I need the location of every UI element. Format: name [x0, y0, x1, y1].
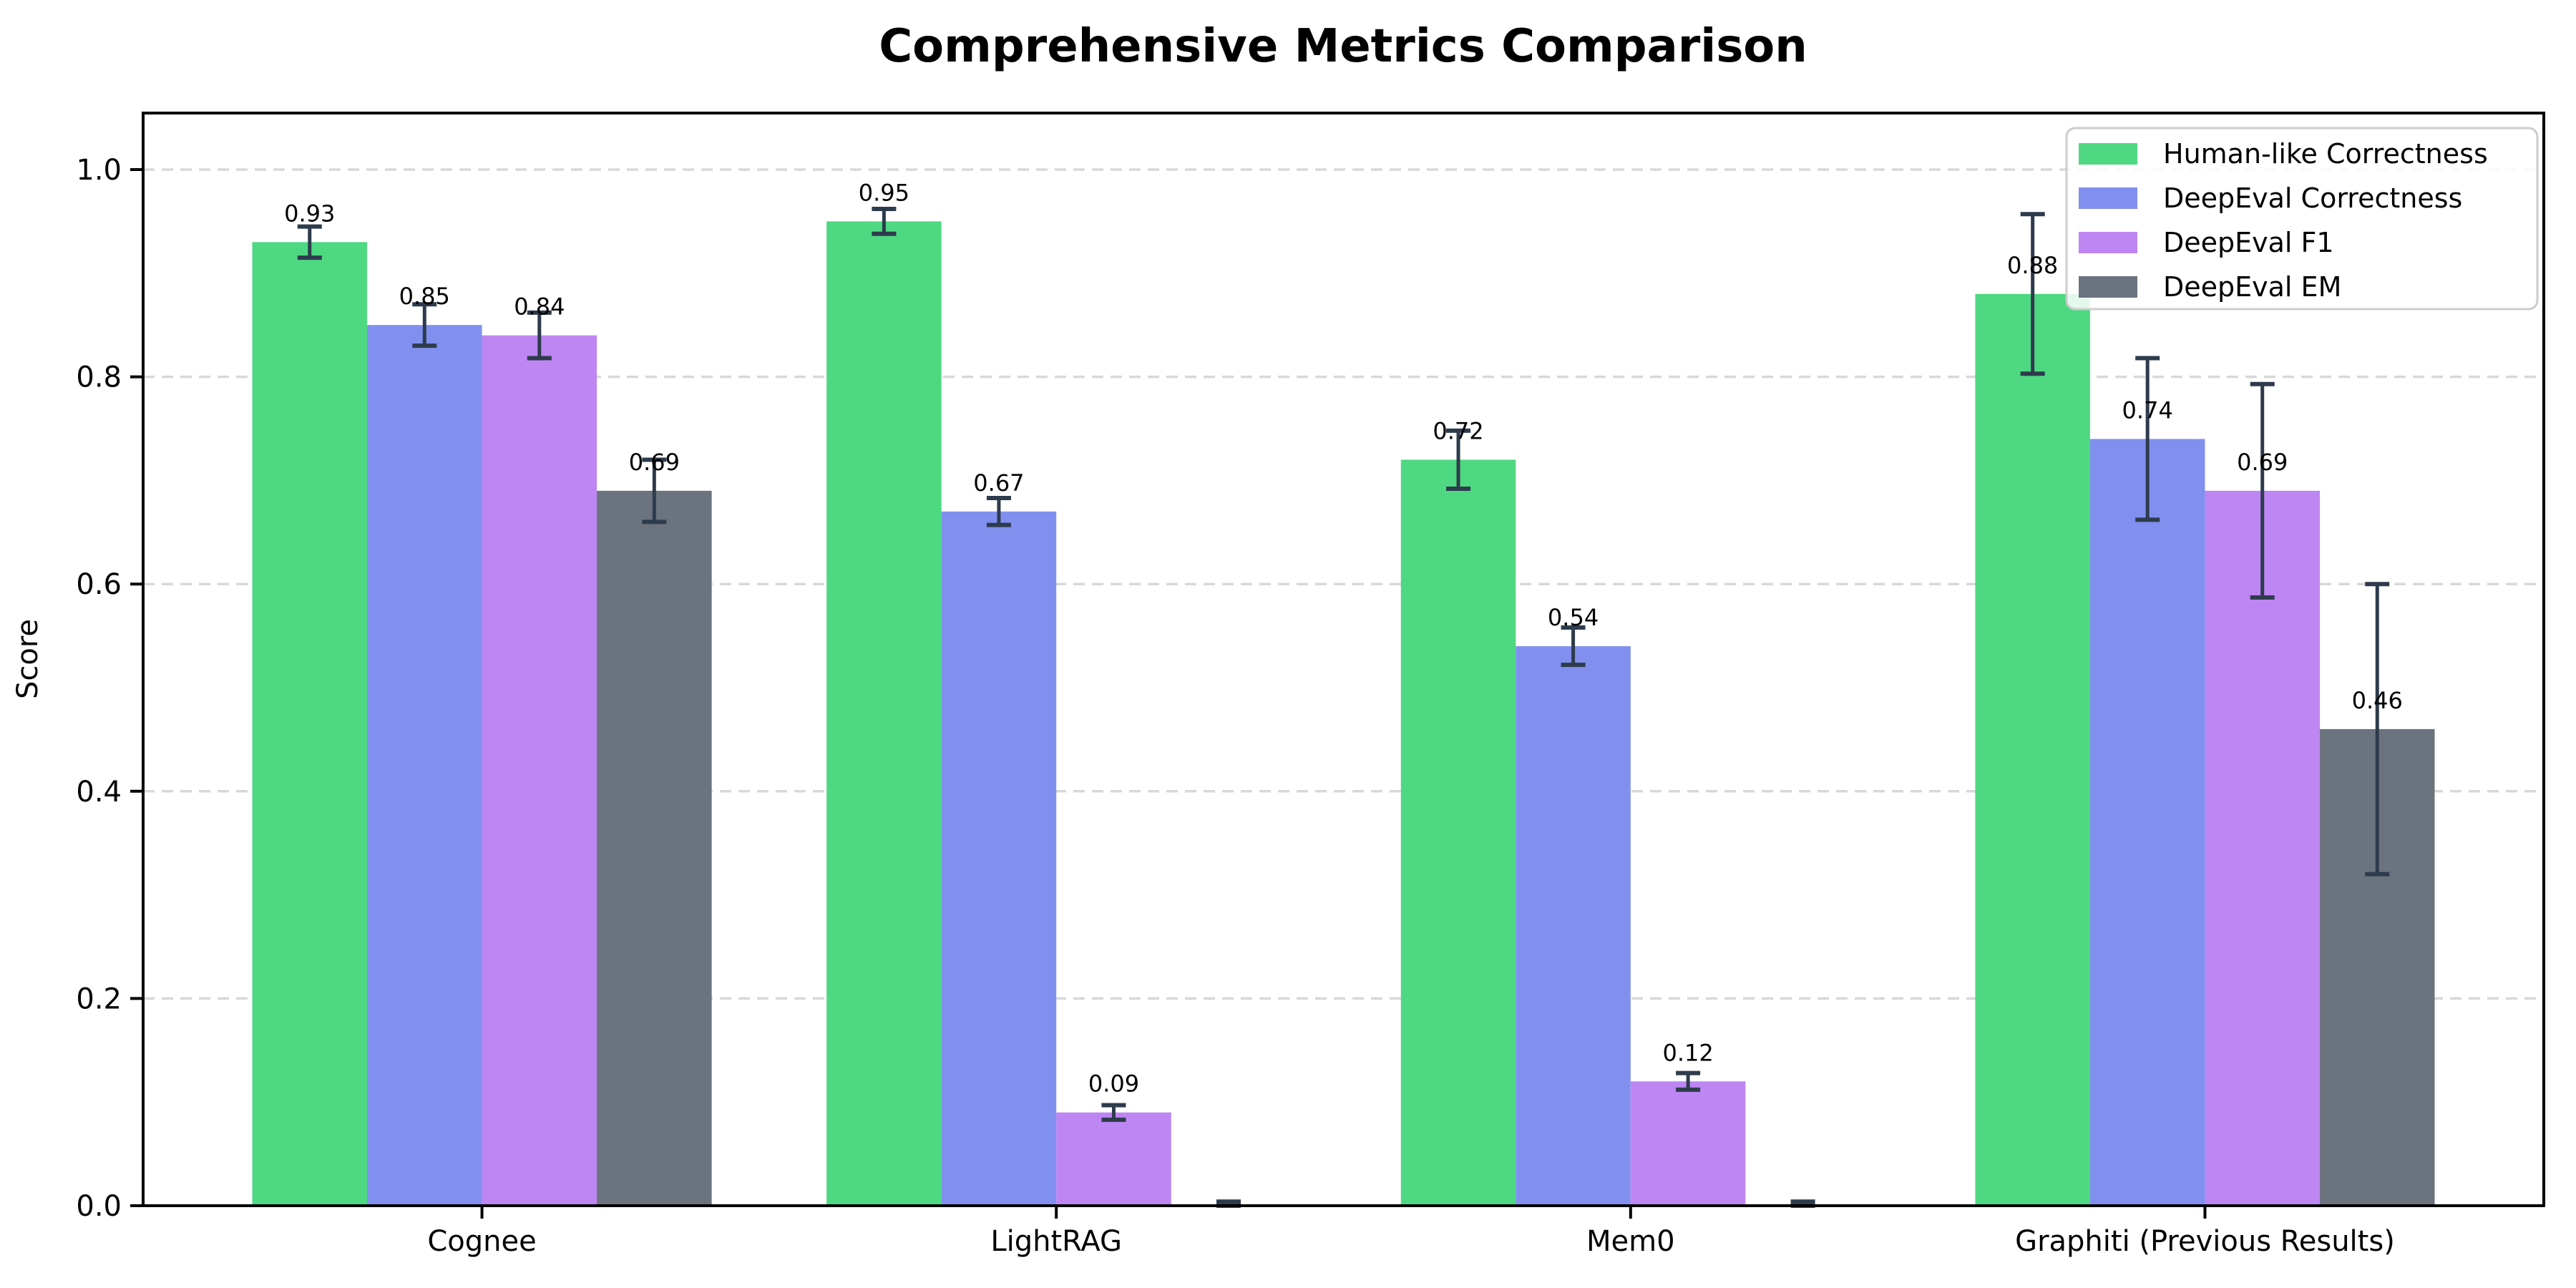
legend-label: DeepEval EM — [2163, 271, 2341, 303]
bar-value-label: 0.88 — [2007, 252, 2058, 279]
errorbar-human-like-correctness-cognee — [297, 224, 322, 260]
errorbar-deepeval-f1-cognee — [527, 310, 552, 361]
plot-border — [142, 112, 2545, 1207]
errorbar-human-like-correctness-lightrag — [872, 207, 897, 236]
y-tick-label: 0.8 — [76, 361, 122, 394]
bar-deepeval-f1-graphiti-previous-results- — [2205, 490, 2320, 1206]
y-tick-label: 0.0 — [76, 1190, 122, 1223]
bar-value-label: 0.69 — [2237, 449, 2288, 476]
errorbar-deepeval-correctness-cognee — [412, 302, 437, 348]
errorbars-layer — [297, 207, 2390, 1208]
bar-deepeval-f1-cognee — [482, 335, 597, 1206]
bar-value-label: 0.72 — [1433, 417, 1483, 444]
legend-swatch — [2079, 187, 2137, 209]
bar-human-like-correctness-mem0 — [1400, 459, 1516, 1206]
bars-layer — [252, 221, 2435, 1206]
x-tick-label-cognee: Cognee — [427, 1225, 536, 1258]
axes-layer: 0.0 0.2 0.4 0.6 0.8 1.0 Cognee LightRAG Mem0 Grap… — [76, 112, 2545, 1258]
errorbar-human-like-correctness-graphiti-previous-results- — [2020, 212, 2045, 376]
bar-deepeval-correctness-lightrag — [941, 511, 1057, 1206]
bar-deepeval-correctness-cognee — [367, 325, 482, 1206]
errorbar-human-like-correctness-mem0 — [1446, 428, 1471, 491]
legend-swatch — [2079, 232, 2137, 253]
errorbar-deepeval-f1-mem0 — [1676, 1070, 1701, 1092]
y-axis-label: Score — [11, 619, 44, 699]
bar-value-label: 0.95 — [859, 179, 909, 206]
bar-value-label: 0.74 — [2122, 397, 2173, 424]
y-tick-label: 0.2 — [76, 982, 122, 1015]
errorbar-deepeval-em-cognee — [642, 457, 667, 525]
bar-human-like-correctness-lightrag — [826, 221, 942, 1206]
bar-human-like-correctness-graphiti-previous-results- — [1975, 293, 2090, 1206]
errorbar-deepeval-f1-graphiti-previous-results- — [2250, 381, 2275, 600]
y-tick-label: 1.0 — [76, 154, 122, 187]
bar-value-label: 0.46 — [2352, 687, 2403, 714]
errorbar-deepeval-correctness-graphiti-previous-results- — [2135, 356, 2160, 522]
errorbar-deepeval-em-graphiti-previous-results- — [2365, 582, 2390, 877]
bar-value-label: 0.84 — [514, 293, 565, 321]
bar-value-label: 0.67 — [973, 469, 1024, 497]
bar-human-like-correctness-cognee — [252, 242, 368, 1206]
legend-item-human-like-correctness: Human-like Correctness — [2079, 138, 2488, 170]
errorbar-deepeval-correctness-mem0 — [1561, 625, 1586, 668]
legend-box — [2065, 127, 2539, 311]
bar-value-label: 0.12 — [1662, 1039, 1713, 1066]
legend-swatch — [2079, 276, 2137, 298]
legend-swatch — [2079, 143, 2137, 165]
bar-deepeval-f1-mem0 — [1630, 1081, 1746, 1206]
legend-label: DeepEval F1 — [2163, 227, 2334, 258]
bar-value-label: 0.85 — [399, 283, 450, 310]
legend-label: DeepEval Correctness — [2163, 182, 2462, 214]
bar-value-label: 0.93 — [284, 200, 335, 227]
bar-deepeval-f1-lightrag — [1056, 1112, 1171, 1206]
y-tick-label: 0.6 — [76, 568, 122, 601]
bar-value-label: 0.69 — [629, 449, 680, 476]
bar-deepeval-correctness-mem0 — [1516, 646, 1631, 1206]
legend-label: Human-like Correctness — [2163, 138, 2488, 170]
x-tick-label-mem0: Mem0 — [1586, 1225, 1675, 1258]
x-tick-label-lightrag: LightRAG — [990, 1225, 1122, 1258]
chart-title: Comprehensive Metrics Comparison — [879, 20, 1807, 73]
x-tick-label-graphiti-previous-results-: Graphiti (Previous Results) — [2015, 1225, 2395, 1258]
bar-deepeval-correctness-graphiti-previous-results- — [2089, 439, 2205, 1206]
bar-value-label: 0.54 — [1548, 604, 1599, 631]
y-tick-label: 0.4 — [76, 776, 122, 809]
errorbar-deepeval-f1-lightrag — [1101, 1103, 1126, 1122]
bar-value-label: 0.09 — [1088, 1070, 1139, 1098]
legend-item-deepeval-em: DeepEval EM — [2079, 271, 2341, 303]
legend-item-deepeval-correctness: DeepEval Correctness — [2079, 182, 2462, 214]
bar-deepeval-em-cognee — [597, 490, 712, 1206]
legend-item-deepeval-f1: DeepEval F1 — [2079, 227, 2334, 258]
errorbar-deepeval-correctness-lightrag — [986, 496, 1011, 527]
legend: Human-like Correctness DeepEval Correctne… — [2065, 127, 2539, 311]
value-labels-layer: 0.93 0.95 0.72 0.88 0.85 0.67 0.54 0.74 0.84 0.09… — [284, 179, 2403, 1097]
